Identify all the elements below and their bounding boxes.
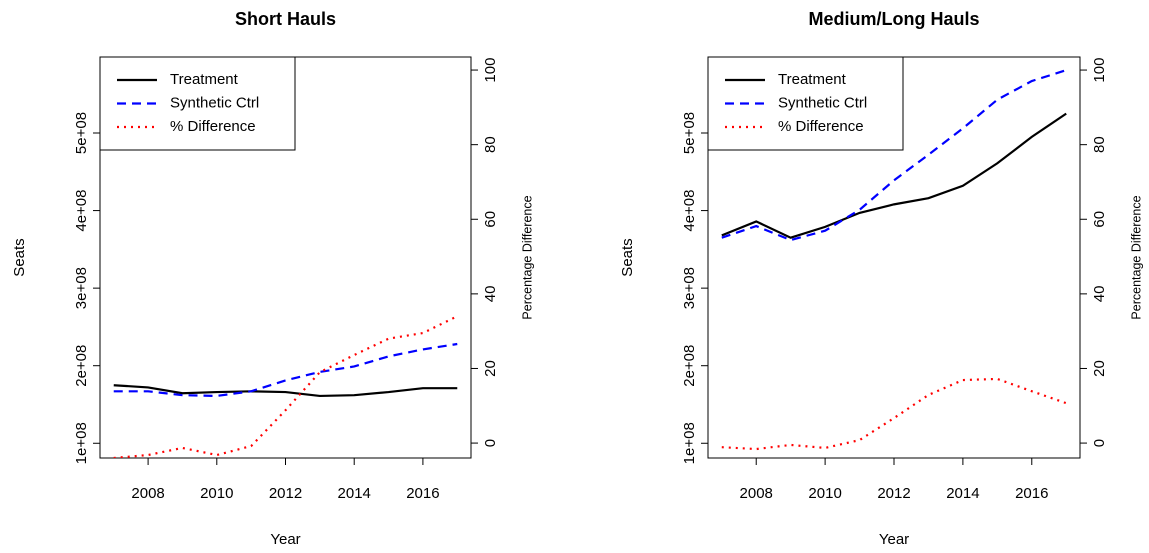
data-line — [721, 112, 1067, 239]
y-tick-label: 3e+08 — [73, 267, 90, 309]
legend-label: Synthetic Ctrl — [170, 94, 259, 111]
legend-label: % Difference — [778, 118, 864, 135]
x-axis-label: Year — [879, 531, 909, 548]
y2-tick-label: 20 — [482, 360, 499, 377]
data-line — [721, 377, 1067, 451]
x-tick-label: 2010 — [808, 485, 841, 502]
y2-tick-label: 40 — [1091, 286, 1108, 303]
x-tick-label: 2008 — [131, 485, 164, 502]
y2-axis-label: Percentage Difference — [520, 195, 534, 319]
y-tick-label: 2e+08 — [681, 345, 698, 387]
legend-label: Synthetic Ctrl — [778, 94, 867, 111]
x-tick-label: 2012 — [269, 485, 302, 502]
chart-title: Short Hauls — [235, 9, 336, 29]
x-tick-label: 2016 — [1015, 485, 1048, 502]
y2-tick-label: 40 — [482, 286, 499, 303]
y2-tick-label: 0 — [482, 439, 499, 447]
y2-tick-label: 80 — [1091, 136, 1108, 153]
y-tick-label: 2e+08 — [73, 345, 90, 387]
y2-tick-label: 60 — [1091, 211, 1108, 228]
y-tick-label: 5e+08 — [73, 112, 90, 154]
y-axis-label: Seats — [619, 238, 636, 276]
y-tick-label: 4e+08 — [681, 190, 698, 232]
x-tick-label: 2010 — [200, 485, 233, 502]
data-line — [721, 69, 1067, 242]
y2-tick-label: 80 — [482, 136, 499, 153]
y-tick-label: 3e+08 — [681, 267, 698, 309]
x-tick-label: 2014 — [338, 485, 371, 502]
y-tick-label: 1e+08 — [73, 422, 90, 464]
y2-tick-label: 20 — [1091, 360, 1108, 377]
data-line — [113, 315, 458, 458]
legend-label: Treatment — [778, 71, 847, 88]
x-tick-label: 2012 — [877, 485, 910, 502]
x-tick-label: 2014 — [946, 485, 979, 502]
y2-tick-label: 100 — [1091, 58, 1108, 83]
y2-tick-label: 100 — [482, 58, 499, 83]
x-tick-label: 2016 — [406, 485, 439, 502]
legend-label: Treatment — [170, 71, 239, 88]
x-tick-label: 2008 — [740, 485, 773, 502]
chart-title: Medium/Long Hauls — [809, 9, 980, 29]
y2-tick-label: 0 — [1091, 439, 1108, 447]
y-axis-label: Seats — [11, 238, 28, 276]
y-tick-label: 5e+08 — [681, 112, 698, 154]
y2-axis-label: Percentage Difference — [1129, 195, 1143, 319]
legend-label: % Difference — [170, 118, 256, 135]
y-tick-label: 1e+08 — [681, 422, 698, 464]
x-axis-label: Year — [270, 531, 300, 548]
y-tick-label: 4e+08 — [73, 190, 90, 232]
data-line — [113, 342, 458, 398]
y2-tick-label: 60 — [482, 211, 499, 228]
data-line — [113, 384, 458, 398]
